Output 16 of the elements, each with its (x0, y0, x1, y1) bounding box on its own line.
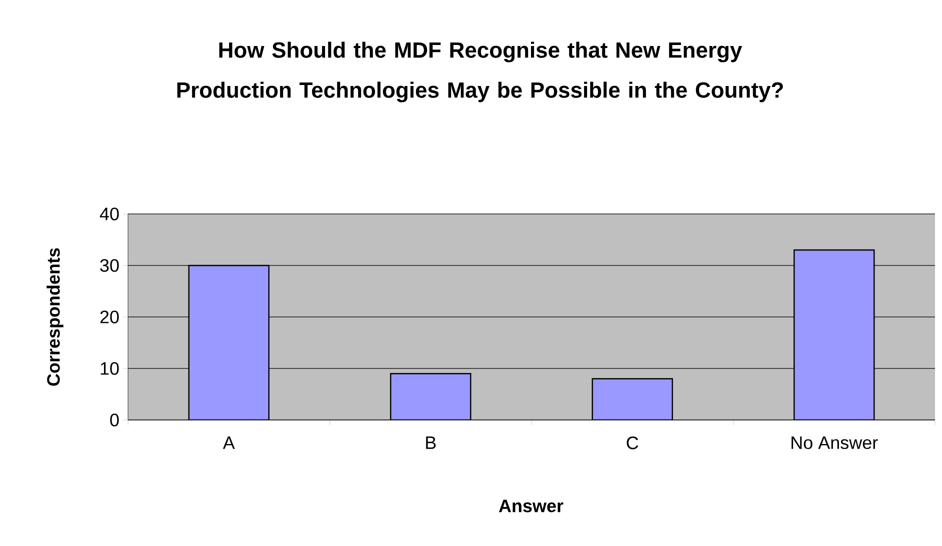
bar (794, 249, 875, 420)
x-tick-label: A (222, 436, 235, 449)
y-tick-label: 0 (110, 414, 119, 426)
bar (390, 373, 472, 420)
bar (592, 378, 673, 420)
y-tick-label: 30 (100, 259, 119, 272)
x-axis-title: Answer (498, 500, 564, 512)
y-tick-label: 40 (100, 208, 119, 220)
x-tick-label: C (626, 436, 638, 450)
y-axis-title: Correspondents (46, 248, 64, 386)
y-tick-label: 20 (100, 310, 119, 324)
x-tick-label: B (426, 436, 436, 449)
bar (188, 264, 270, 420)
chart-title: How Should the MDF Recognise that New Energy Production Technologies May be Possible in the County? (177, 42, 783, 102)
y-tick-label: 10 (100, 362, 119, 375)
x-tick-label: No Answer (792, 436, 878, 450)
